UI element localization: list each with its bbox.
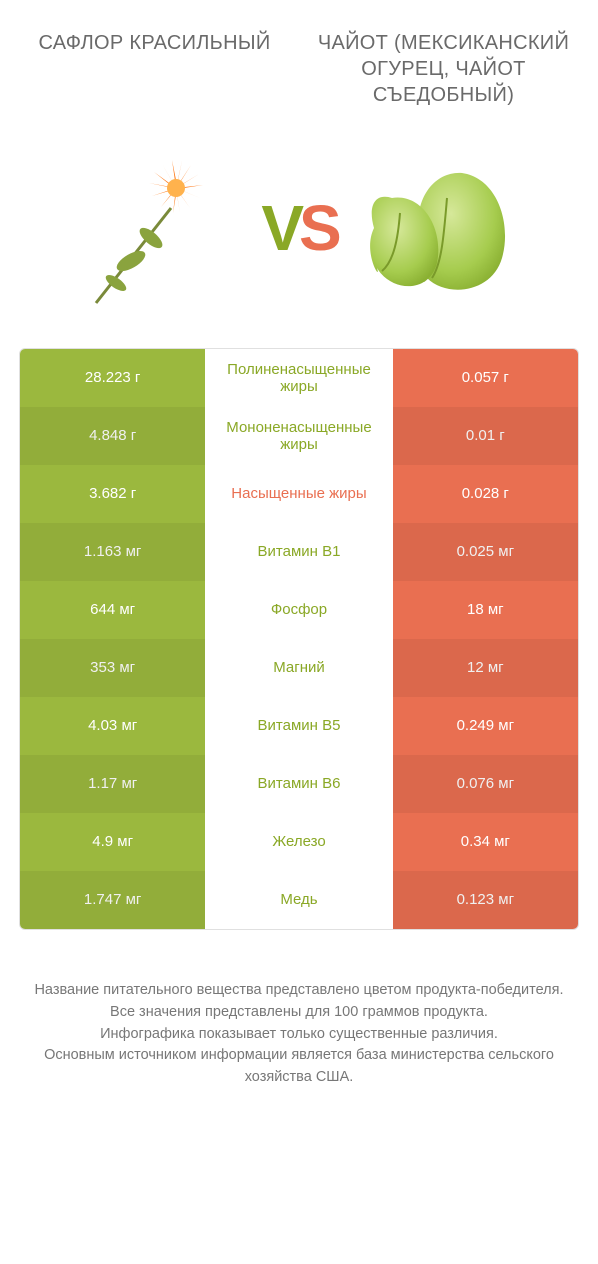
nutrient-name: Полиненасыщенные жиры: [205, 349, 392, 407]
right-value: 0.01 г: [393, 407, 578, 465]
left-value: 353 мг: [20, 639, 205, 697]
vs-badge: VS: [251, 191, 346, 265]
safflower-icon: [71, 138, 251, 318]
left-value: 644 мг: [20, 581, 205, 639]
footnote-line: Название питательного вещества представл…: [19, 980, 579, 1002]
table-row: 1.747 мгМедь0.123 мг: [20, 871, 578, 929]
footnote-line: Все значения представлены для 100 граммо…: [19, 1002, 579, 1024]
table-row: 1.17 мгВитамин B60.076 мг: [20, 755, 578, 813]
nutrient-name: Насыщенные жиры: [205, 465, 392, 523]
header-row: САФЛОР КРАСИЛЬНЫЙ ЧАЙОТ (МЕКСИКАНСКИЙ ОГ…: [0, 0, 598, 128]
hero-row: VS: [0, 128, 598, 348]
left-value: 4.9 мг: [20, 813, 205, 871]
table-row: 4.9 мгЖелезо0.34 мг: [20, 813, 578, 871]
footnote-line: Основным источником информации является …: [19, 1045, 579, 1089]
left-value: 1.163 мг: [20, 523, 205, 581]
left-value: 4.03 мг: [20, 697, 205, 755]
right-value: 12 мг: [393, 639, 578, 697]
table-row: 1.163 мгВитамин B10.025 мг: [20, 523, 578, 581]
vs-v: V: [261, 192, 299, 264]
nutrient-name: Фосфор: [205, 581, 392, 639]
right-value: 18 мг: [393, 581, 578, 639]
vs-s: S: [299, 192, 337, 264]
nutrient-name: Медь: [205, 871, 392, 929]
nutrient-name: Железо: [205, 813, 392, 871]
right-value: 0.028 г: [393, 465, 578, 523]
table-row: 353 мгМагний12 мг: [20, 639, 578, 697]
left-product-title: САФЛОР КРАСИЛЬНЫЙ: [10, 30, 299, 108]
footnotes: Название питательного вещества представл…: [19, 980, 579, 1089]
right-value: 0.123 мг: [393, 871, 578, 929]
nutrient-name: Витамин B1: [205, 523, 392, 581]
nutrient-name: Витамин B6: [205, 755, 392, 813]
comparison-table: 28.223 гПолиненасыщенные жиры0.057 г4.84…: [19, 348, 579, 930]
left-value: 1.747 мг: [20, 871, 205, 929]
left-value: 3.682 г: [20, 465, 205, 523]
table-row: 28.223 гПолиненасыщенные жиры0.057 г: [20, 349, 578, 407]
table-row: 4.03 мгВитамин B50.249 мг: [20, 697, 578, 755]
chayote-icon: [347, 138, 527, 318]
nutrient-name: Мононенасыщенные жиры: [205, 407, 392, 465]
table-row: 644 мгФосфор18 мг: [20, 581, 578, 639]
right-product-title: ЧАЙОТ (МЕКСИКАНСКИЙ ОГУРЕЦ, ЧАЙОТ СЪЕДОБ…: [299, 30, 588, 108]
right-value: 0.34 мг: [393, 813, 578, 871]
left-value: 28.223 г: [20, 349, 205, 407]
right-value: 0.025 мг: [393, 523, 578, 581]
right-value: 0.076 мг: [393, 755, 578, 813]
table-row: 4.848 гМононенасыщенные жиры0.01 г: [20, 407, 578, 465]
table-row: 3.682 гНасыщенные жиры0.028 г: [20, 465, 578, 523]
nutrient-name: Витамин B5: [205, 697, 392, 755]
footnote-line: Инфографика показывает только существенн…: [19, 1024, 579, 1046]
left-value: 1.17 мг: [20, 755, 205, 813]
left-value: 4.848 г: [20, 407, 205, 465]
right-value: 0.057 г: [393, 349, 578, 407]
nutrient-name: Магний: [205, 639, 392, 697]
right-value: 0.249 мг: [393, 697, 578, 755]
